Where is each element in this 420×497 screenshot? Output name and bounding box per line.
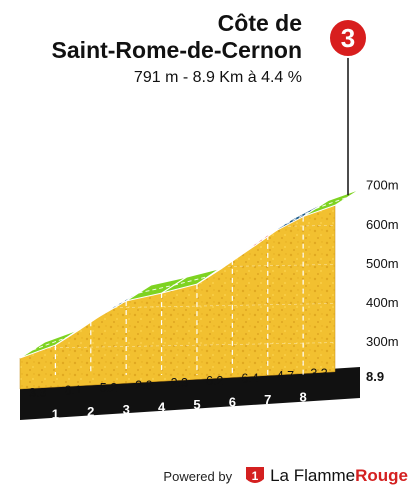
flame-rouge-logo-icon: 1	[246, 467, 265, 483]
segment-gradient-label: 2.3	[171, 376, 188, 390]
category-marker: 3	[328, 18, 368, 196]
category-badge	[328, 18, 368, 58]
segment-centerline	[173, 275, 210, 286]
altitude-tick-label: 400m	[366, 295, 399, 310]
km-marker-label: 5	[193, 397, 200, 412]
segment-centerline	[315, 196, 348, 210]
altitude-gridline	[23, 263, 366, 271]
brand-name-prefix: La Flamme	[270, 466, 356, 485]
altitude-tick-label: 600m	[366, 217, 399, 232]
climb-title-line1: Côte de	[217, 10, 302, 36]
gradient-ribbon	[19, 188, 361, 359]
km-marker-label: 8	[300, 390, 307, 405]
altitude-gridline	[23, 302, 366, 310]
altitude-gridline	[23, 185, 366, 193]
powered-by-label: Powered by	[163, 468, 233, 484]
segment-gradient-label: 4.7	[277, 369, 294, 383]
climb-title-line2: Saint-Rome-de-Cernon	[51, 37, 302, 63]
segment-gradient-label: 6.1	[64, 383, 81, 397]
km-marker-label: 6	[229, 395, 236, 410]
segment-centerline	[32, 336, 69, 351]
km-marker-label: 2	[87, 404, 94, 419]
profile-labels: 300m 400m 500m 600m 700m 3.3 6.1 5.2 2.0 2.3 6.2 6.…	[29, 178, 399, 422]
total-distance-label: 8.9	[366, 369, 384, 384]
km-marker-label: 1	[52, 407, 59, 422]
segment-centerline	[138, 284, 175, 294]
svg-text:1: 1	[252, 469, 259, 483]
segment-gradient-label: 6.4	[241, 371, 258, 385]
km-marker-label: 4	[158, 399, 166, 414]
climb-summary: 791 m - 8.9 Km à 4.4 %	[133, 69, 302, 86]
category-number: 3	[341, 23, 355, 53]
brand-name: La FlammeRouge	[270, 466, 408, 486]
base-strip	[20, 367, 360, 420]
profile-front-face	[19, 204, 336, 390]
altitude-tick-label: 300m	[366, 334, 399, 349]
altitude-tick-label: 500m	[366, 256, 399, 271]
segment-gradient-label: 5.2	[100, 381, 117, 395]
segment-gradient-label: 3.3	[310, 367, 327, 381]
km-marker-label: 3	[123, 402, 130, 417]
km-marker-label: 7	[264, 392, 271, 407]
altitude-gridline	[23, 224, 366, 232]
brand-name-suffix: Rouge	[355, 466, 408, 485]
segment-gradient-label: 2.0	[135, 379, 152, 393]
altitude-gridline	[23, 341, 366, 349]
altitude-tick-label: 700m	[366, 178, 399, 193]
segment-gradient-label: 6.2	[206, 374, 223, 388]
climb-title-block: Côte de Saint-Rome-de-Cernon 791 m - 8.9…	[52, 10, 302, 87]
footer: Powered by 1 La FlammeRouge	[163, 465, 408, 487]
segment-gradient-label: 3.3	[29, 386, 46, 400]
altitude-grid	[23, 185, 366, 375]
